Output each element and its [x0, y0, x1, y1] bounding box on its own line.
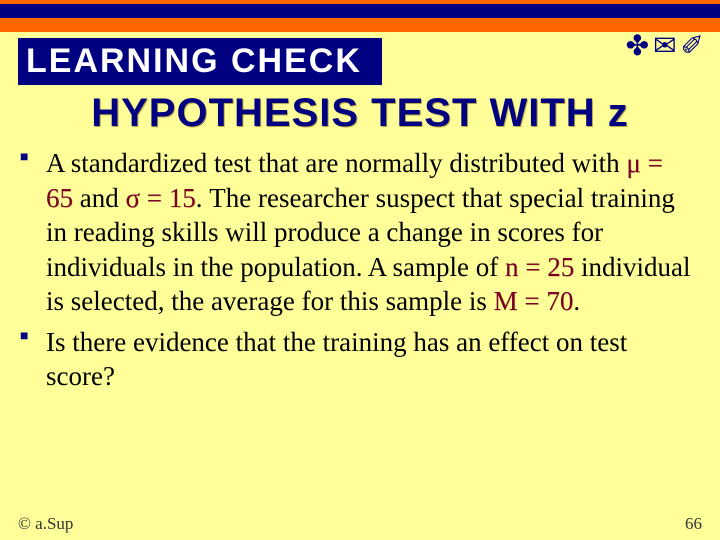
learning-check-container: LEARNING CHECK	[0, 32, 720, 85]
highlight-n: n = 25	[505, 252, 574, 282]
content-area: A standardized test that are normally di…	[0, 146, 720, 394]
highlight-sigma: σ = 15	[125, 183, 195, 213]
top-navy-bar	[0, 0, 720, 18]
body-text: .	[573, 286, 580, 316]
copyright: © a.Sup	[18, 514, 73, 534]
list-item: Is there evidence that the training has …	[46, 325, 692, 394]
body-text: A standardized test that are normally di…	[46, 148, 626, 178]
top-orange-bar	[0, 18, 720, 32]
body-text: and	[73, 183, 125, 213]
deco-icon: ✤	[626, 32, 649, 60]
corner-icon-row: ✤ ✉ ✐	[626, 32, 704, 60]
deco-icon: ✉	[653, 32, 676, 60]
bullet-list: A standardized test that are normally di…	[46, 146, 692, 394]
slide-title: HYPOTHESIS TEST WITH z	[0, 91, 720, 136]
highlight-m: M = 70	[494, 286, 574, 316]
body-text: Is there evidence that the training has …	[46, 327, 627, 392]
list-item: A standardized test that are normally di…	[46, 146, 692, 319]
deco-icon: ✐	[681, 32, 704, 60]
learning-check-badge: LEARNING CHECK	[18, 38, 382, 85]
footer: © a.Sup 66	[0, 514, 720, 534]
page-number: 66	[685, 514, 702, 534]
